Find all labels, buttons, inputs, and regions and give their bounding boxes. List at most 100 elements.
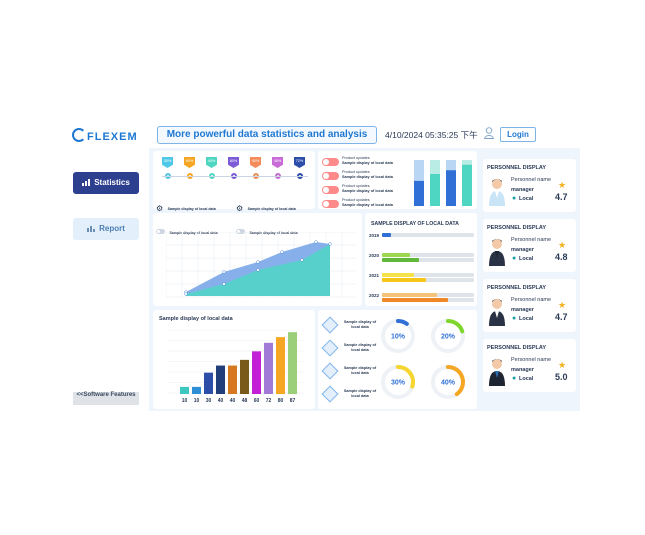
gauge-value: 10% [391,334,406,341]
diamond-icon [321,385,339,403]
bar [252,351,261,394]
personnel-card[interactable]: PERSONNEL DISPLAY Personnel name manager ● L… [483,219,576,272]
gauge-value: 20% [441,334,456,341]
year-label: 2021 [369,273,380,278]
bar [204,372,213,394]
update-text: Sample display of local data [342,161,393,165]
bar [264,342,273,394]
logo-text: FLEXEM [87,131,138,143]
area-point [300,258,304,262]
product-update-row[interactable]: Product updates Sample display of local d… [322,156,408,168]
bar-label: 87 [290,398,296,404]
gauge-arc [446,365,465,397]
area-point [328,242,332,246]
toggle-switch[interactable] [156,229,165,234]
year-bar-track [382,278,474,282]
area-point [314,240,318,244]
businesswoman-avatar [488,356,506,386]
star-icon: ★ [558,300,567,310]
personnel-score: 4.7 [555,192,568,202]
logo-mark-icon [72,128,86,142]
year-bar-fill [382,298,449,302]
gauge-label-row: Sample display of local data [321,339,378,357]
sidebar-item-label: Statistics [94,178,130,187]
personnel-role: manager [511,247,534,253]
product-update-row[interactable]: Product updates Sample display of local d… [322,170,408,182]
progress-tag: 48% [272,157,283,168]
page-title: More powerful data statistics and analys… [157,126,377,144]
sidebar-item-report[interactable]: Report [73,218,139,240]
progress-tag: 40% [206,157,217,168]
area-point [184,292,188,296]
gauge-value: 40% [441,380,456,387]
legend-label: Sample display of local data [167,207,216,211]
gauge-label: Sample display of local data [343,366,377,375]
toggle-switch[interactable] [322,172,339,180]
gauges-chart: 10% 20% 30% 40% [381,319,465,399]
progress-tag: 72% [294,157,305,168]
gauge-label-row: Sample display of local data [321,362,378,380]
update-bar-fill [430,173,440,206]
diamond-icon [321,316,339,334]
legend-label: Sample display of local data [247,207,296,211]
datetime-display: 4/10/2024 05:35:25 下午 [385,130,478,140]
update-text: Sample display of local data [342,175,393,179]
personnel-name: Personnel name [511,177,552,183]
sidebar-item-statistics[interactable]: Statistics [73,172,139,194]
personnel-card[interactable]: PERSONNEL DISPLAY Personnel name manager ● L… [483,279,576,332]
toggle-switch[interactable] [322,158,339,166]
gauge-label: Sample display of local data [343,389,377,398]
location-pin-icon: ● [512,315,517,322]
toggle-switch[interactable] [322,200,339,208]
toggle-switch[interactable] [322,186,339,194]
location-pin-icon: ● [512,195,517,202]
bar [192,386,201,394]
year-bar-track [382,253,474,257]
software-features-button[interactable]: <<Software Features [73,392,139,405]
diamond-icon [321,339,339,357]
personnel-name: Personnel name [511,237,552,243]
personnel-name: Personnel name [511,357,552,363]
year-bar-fill [382,278,427,282]
gauge-arc [396,365,415,389]
user-icon[interactable] [484,127,494,139]
bar-label: 60 [254,398,260,404]
bar-label: 72 [266,398,272,404]
product-update-row[interactable]: Product updates Sample display of local d… [322,184,408,196]
location-pin-icon: ● [512,375,517,382]
year-label: 2019 [369,233,380,238]
personnel-card[interactable]: PERSONNEL DISPLAY Personnel name manager ● L… [483,339,576,392]
login-button[interactable]: Login [500,127,536,142]
year-bar-track [382,273,474,277]
update-bar-rest [430,160,440,174]
year-label: 2020 [369,253,380,258]
product-update-row[interactable]: Product updates Sample display of local d… [322,198,408,210]
area-legend-item: Sample display of local data [156,221,218,239]
bar-label: 40 [230,398,236,404]
star-icon: ★ [558,240,567,250]
progress-tag: 60% [184,157,195,168]
bar-chart-icon [82,173,91,186]
star-icon: ★ [558,360,567,370]
update-title: Product updates [342,170,370,174]
gauge-arc [396,319,409,326]
gear-icon: ⚙ [156,204,164,213]
personnel-score: 4.8 [555,252,568,262]
flexem-logo: FLEXEM [72,128,138,143]
year-label: 2022 [369,293,380,298]
personnel-card-title: PERSONNEL DISPLAY [487,165,546,171]
bar-chart: 10 10 30 40 40 48 60 72 80 87 [168,330,304,404]
toggle-switch[interactable] [236,229,245,234]
bar [288,332,297,394]
bar [180,386,189,394]
progress-tag: 30% [162,157,173,168]
year-bar-fill [382,258,419,262]
year-bar-track [382,233,474,237]
gauge-label: Sample display of local data [343,343,377,352]
update-bar-fill [446,170,456,206]
area-point [222,270,226,274]
update-title: Product updates [342,198,370,202]
sidebar-item-label: Report [99,224,125,233]
personnel-card-title: PERSONNEL DISPLAY [487,345,546,351]
personnel-card[interactable]: PERSONNEL DISPLAY Personnel name manager ● L… [483,159,576,212]
